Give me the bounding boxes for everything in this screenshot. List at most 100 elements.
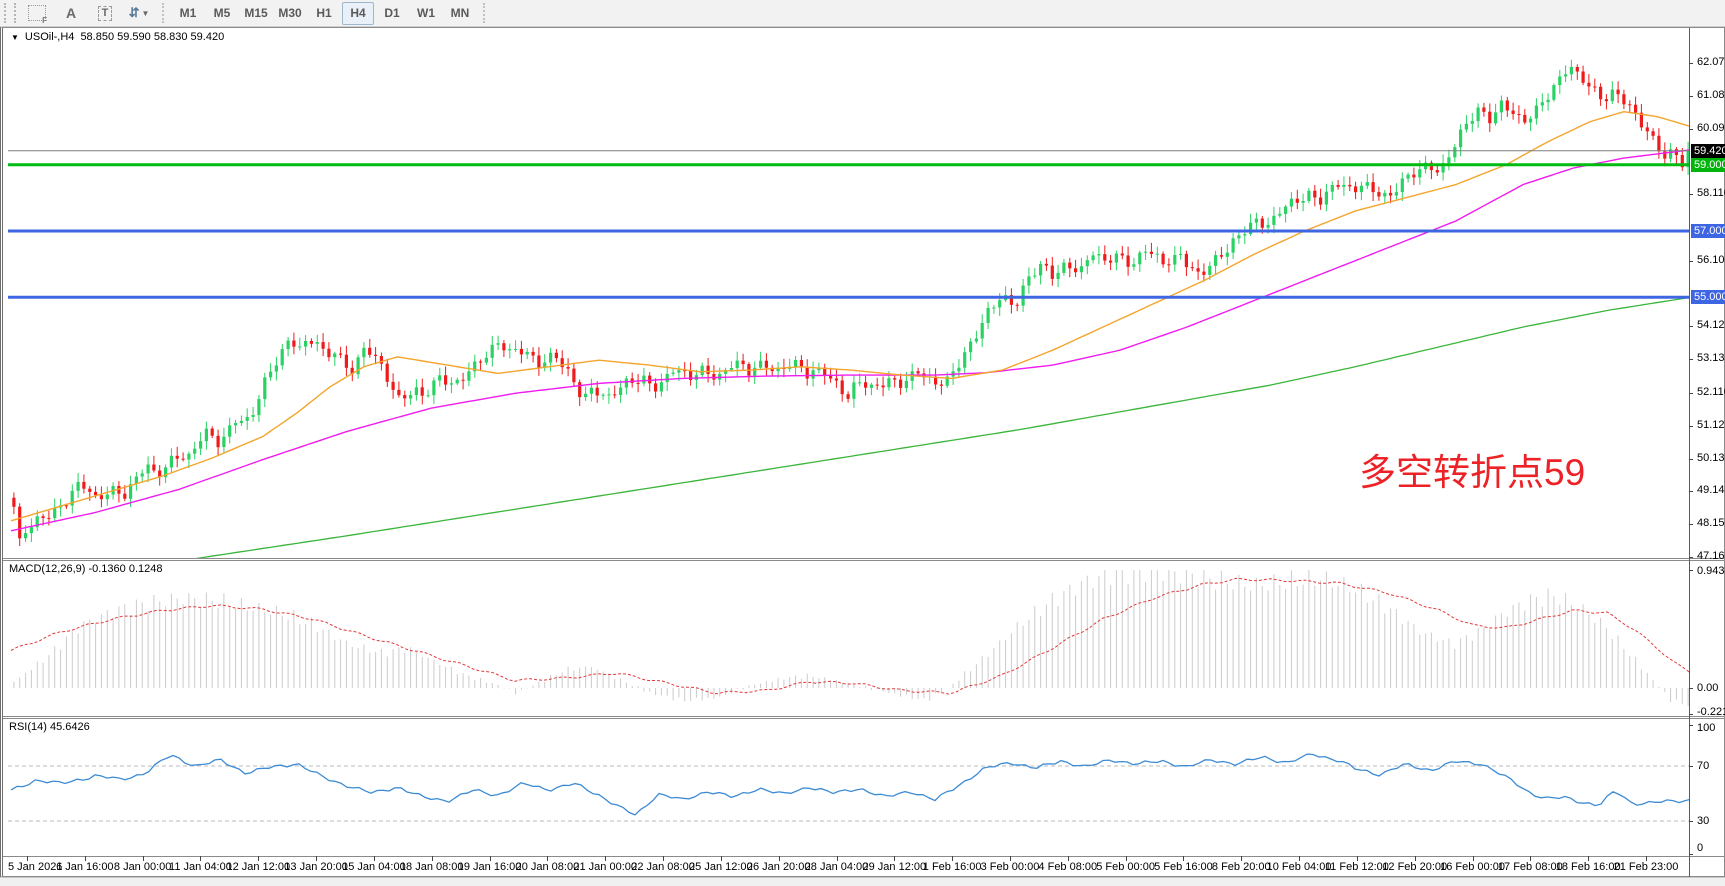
time-axis-tick xyxy=(1241,856,1243,861)
chevron-down-icon: ▼ xyxy=(141,8,150,18)
time-axis-tick xyxy=(200,856,202,861)
status-strip xyxy=(0,877,1725,886)
main-price-pane[interactable] xyxy=(8,29,1690,559)
price-badge-59.000: 59.000 xyxy=(1691,157,1725,172)
price-axis-tick xyxy=(1689,326,1693,328)
time-axis-label: 21 Jan 00:00 xyxy=(573,861,638,873)
time-axis-tick xyxy=(1067,856,1069,861)
timeframe-button-h1[interactable]: H1 xyxy=(316,6,332,20)
timeframe-button-m15[interactable]: M15 xyxy=(244,6,268,20)
time-axis-label: 3 Feb 00:00 xyxy=(980,861,1040,873)
time-axis-label: 20 Jan 08:00 xyxy=(515,861,580,873)
price-axis-tick xyxy=(1689,194,1693,196)
price-badge-57.000: 57.000 xyxy=(1691,223,1725,238)
price-axis-tick xyxy=(1689,62,1693,64)
macd-axis-label: -0.2213 xyxy=(1697,706,1725,718)
macd-indicator-label[interactable]: MACD(12,26,9) -0.1360 0.1248 xyxy=(9,563,163,575)
timeframe-button-m1[interactable]: M1 xyxy=(179,6,197,20)
toolbar-drag-handle[interactable] xyxy=(4,3,16,23)
text-box-tool-button[interactable]: T xyxy=(89,2,121,25)
price-axis-tick xyxy=(1689,260,1693,262)
timeframe-button-w1[interactable]: W1 xyxy=(417,6,435,20)
rsi-pane[interactable] xyxy=(8,719,1690,856)
text-label-tool-button[interactable]: A xyxy=(55,2,87,25)
pane-separator xyxy=(3,718,1725,719)
rsi-axis-tick xyxy=(1689,854,1693,855)
rsi-axis-label: 0 xyxy=(1697,842,1704,854)
rsi-indicator-label[interactable]: RSI(14) 45.6426 xyxy=(9,721,90,733)
chart-dropdown-icon[interactable]: ▼ xyxy=(11,32,19,42)
macd-axis-tick xyxy=(1689,688,1693,689)
rsi-axis-label: 70 xyxy=(1697,760,1710,772)
price-axis-line[interactable] xyxy=(1689,28,1690,877)
price-axis-label: 54.120 xyxy=(1697,319,1725,332)
time-axis-label: 11 Feb 12:00 xyxy=(1324,861,1389,873)
timeframe-button-d1[interactable]: D1 xyxy=(384,6,400,20)
chart-title[interactable]: ▼ USOil-,H4 58.850 59.590 58.830 59.420 xyxy=(11,31,224,43)
time-axis-tick xyxy=(1588,856,1590,861)
timeframe-button-group: M1 M5 M15 M30 H1 H4 D1 W1 MN xyxy=(171,1,477,25)
price-axis-label: 62.070 xyxy=(1697,55,1725,68)
time-axis-tick xyxy=(258,856,260,861)
pane-separator[interactable] xyxy=(3,558,1725,559)
time-axis-tick xyxy=(1356,856,1358,861)
price-axis-label: 50.130 xyxy=(1697,451,1725,464)
frame-grid-tool-button[interactable]: F xyxy=(21,2,53,25)
chart-text-annotation[interactable]: 多空转折点59 xyxy=(1359,452,1586,493)
rsi-axis-label: 30 xyxy=(1697,815,1710,827)
rsi-axis-tick xyxy=(1689,724,1693,726)
timeframe-button-m30[interactable]: M30 xyxy=(278,6,302,20)
pane-separator xyxy=(3,560,1725,561)
time-axis-tick xyxy=(1125,856,1127,861)
time-axis-tick xyxy=(1530,856,1532,861)
time-axis-tick xyxy=(1472,856,1474,861)
time-axis-label: 22 Jan 08:00 xyxy=(631,861,695,873)
pane-separator[interactable] xyxy=(3,716,1725,717)
price-axis-label: 60.090 xyxy=(1697,121,1725,134)
time-axis-tick xyxy=(1299,856,1301,861)
toolbar-separator xyxy=(162,3,165,23)
time-axis-label: 11 Jan 04:00 xyxy=(169,861,232,873)
time-axis-tick xyxy=(489,856,491,861)
rsi-axis-tick xyxy=(1689,821,1693,822)
time-axis-label: 19 Jan 16:00 xyxy=(457,861,522,873)
price-axis-label: 48.150 xyxy=(1697,517,1725,530)
time-axis-tick xyxy=(1646,856,1647,861)
price-axis-label: 47.160 xyxy=(1697,549,1725,562)
price-axis-tick xyxy=(1689,425,1693,427)
time-axis-tick xyxy=(720,856,722,861)
time-axis-tick xyxy=(1183,856,1185,861)
text-label-icon: A xyxy=(65,5,77,21)
price-axis-tick xyxy=(1689,524,1693,526)
time-axis-label: 6 Jan 16:00 xyxy=(56,861,114,873)
time-axis-tick xyxy=(431,856,433,861)
price-axis-tick xyxy=(1689,556,1693,558)
price-axis-label: 58.110 xyxy=(1697,187,1725,200)
price-axis-tick xyxy=(1689,128,1693,130)
time-axis-label: 8 Jan 00:00 xyxy=(113,861,172,873)
chart-window: ▼ USOil-,H4 58.850 59.590 58.830 59.420 … xyxy=(0,27,1725,877)
time-axis-tick xyxy=(836,856,838,861)
time-axis-label: 5 Feb 16:00 xyxy=(1154,861,1213,873)
price-axis-label: 52.110 xyxy=(1697,385,1725,398)
price-axis-tick xyxy=(1689,392,1693,394)
time-axis-label: 18 Feb 16:00 xyxy=(1555,861,1621,873)
time-axis-tick xyxy=(142,856,144,861)
text-box-icon: T xyxy=(97,5,113,21)
price-axis-label: 61.080 xyxy=(1697,88,1725,101)
timeframe-button-m5[interactable]: M5 xyxy=(213,6,231,20)
time-axis-label: 26 Jan 20:00 xyxy=(746,861,811,873)
timeframe-button-mn[interactable]: MN xyxy=(450,6,470,20)
time-axis-label: 13 Jan 20:00 xyxy=(284,861,348,873)
price-axis-label: 53.130 xyxy=(1697,352,1725,365)
timeframe-button-h4[interactable]: H4 xyxy=(342,1,374,25)
time-axis-line xyxy=(3,856,1725,857)
time-axis-label: 17 Feb 08:00 xyxy=(1497,861,1563,873)
styler-dropdown-button[interactable]: ⇵ ▼ xyxy=(123,2,155,25)
time-axis-tick xyxy=(1009,856,1011,861)
ohlc-values-label: 58.850 59.590 58.830 59.420 xyxy=(80,31,225,43)
time-axis-label: 21 Feb 23:00 xyxy=(1613,861,1679,873)
time-axis-label: 28 Jan 04:00 xyxy=(804,861,869,873)
time-axis-tick xyxy=(316,856,318,861)
macd-pane[interactable] xyxy=(8,561,1690,716)
